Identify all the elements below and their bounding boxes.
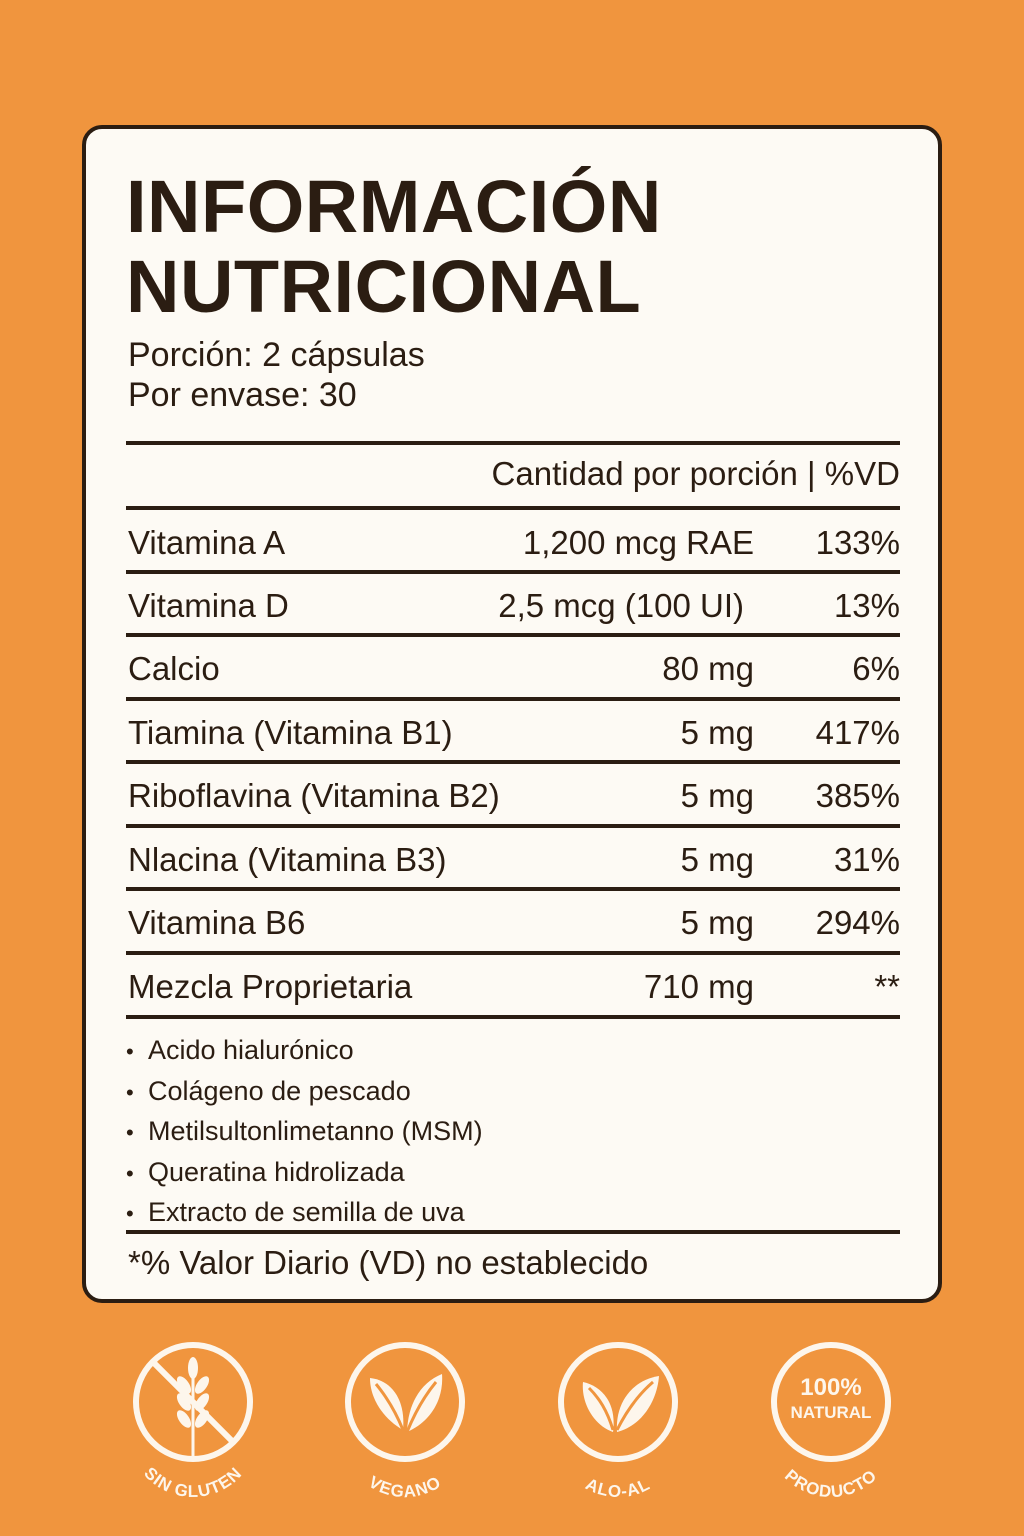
nutrient-row: Nlacina (Vitamina B3) 5 mg 31% — [126, 836, 900, 884]
nutrient-amount: 80 mg — [662, 650, 754, 687]
natural-seal-icon: 100% NATURAL PRODUCTO — [771, 1342, 891, 1500]
serving-info: Porción: 2 cápsulas Por envase: 30 — [128, 335, 425, 415]
blend-ingredient-list: Acido hialurónico Colágeno de pescado Me… — [126, 1031, 483, 1234]
nutrition-facts-panel: INFORMACIÓN NUTRICIONAL Porción: 2 cápsu… — [82, 125, 942, 1303]
column-header: Cantidad por porción | %VD — [491, 455, 900, 492]
divider — [126, 506, 900, 510]
divider — [126, 760, 900, 764]
servings-per-container: Por envase: 30 — [128, 376, 357, 414]
nutrient-row: Calcio 80 mg 6% — [126, 645, 900, 693]
ingredient-item: Acido hialurónico — [126, 1031, 483, 1072]
nutrient-name: Vitamina D — [128, 587, 289, 624]
nutrient-row: Riboflavina (Vitamina B2) 5 mg 385% — [126, 772, 900, 820]
nutrient-row: Tiamina (Vitamina B1) 5 mg 417% — [126, 709, 900, 757]
no-gluten-wheat-icon: SIN GLUTEN — [133, 1342, 253, 1500]
vegan-leaves-icon: VEGANO — [345, 1342, 465, 1500]
divider — [126, 951, 900, 955]
nutrient-name: Tiamina (Vitamina B1) — [128, 714, 453, 751]
nutrient-name: Vitamina B6 — [128, 904, 306, 941]
nutrient-row: Mezcla Proprietaria 710 mg ** — [126, 963, 900, 1011]
badge-alo-al: ALO-AL — [543, 1340, 693, 1500]
divider — [126, 570, 900, 574]
nutrient-amount: 5 mg — [680, 714, 754, 751]
nutrient-dv: 13% — [833, 587, 900, 624]
serving-size: Porción: 2 cápsulas — [128, 336, 425, 374]
nutrient-row: Vitamina B6 5 mg 294% — [126, 899, 900, 947]
ingredient-item: Queratina hidrolizada — [126, 1153, 483, 1194]
badge-gluten-free: SIN GLUTEN — [118, 1340, 268, 1500]
nutrient-dv: 6% — [852, 650, 900, 687]
svg-text:ALO-AL: ALO-AL — [583, 1474, 654, 1500]
nutrient-amount: 2,5 mcg (100 UI) — [498, 587, 744, 624]
daily-value-footnote: *% Valor Diario (VD) no establecido — [128, 1244, 649, 1281]
nutrient-amount: 5 mg — [680, 904, 754, 941]
svg-text:100%: 100% — [800, 1374, 861, 1401]
ingredient-item: Metilsultonlimetanno (MSM) — [126, 1112, 483, 1153]
nutrient-dv: ** — [874, 968, 900, 1005]
nutrient-dv: 133% — [815, 524, 900, 561]
nutrient-amount: 1,200 mcg RAE — [522, 524, 754, 561]
nutrient-name: Riboflavina (Vitamina B2) — [128, 777, 500, 814]
divider — [126, 1230, 900, 1234]
svg-text:NATURAL: NATURAL — [791, 1403, 872, 1422]
nutrient-dv: 385% — [815, 777, 900, 814]
nutrient-dv: 294% — [815, 904, 900, 941]
nutrient-name: Calcio — [128, 650, 220, 687]
ingredient-item: Colágeno de pescado — [126, 1072, 483, 1113]
divider — [126, 441, 900, 445]
nutrient-dv: 31% — [833, 841, 900, 878]
title-line-2: NUTRICIONAL — [126, 245, 642, 328]
nutrient-amount: 710 mg — [643, 968, 754, 1005]
nutrient-name: Nlacina (Vitamina B3) — [128, 841, 447, 878]
nutrient-amount: 5 mg — [680, 777, 754, 814]
nutrient-amount: 5 mg — [680, 841, 754, 878]
nutrient-name: Mezcla Proprietaria — [128, 968, 413, 1005]
divider — [126, 824, 900, 828]
svg-text:PRODUCTO: PRODUCTO — [781, 1466, 881, 1500]
badge-row: SIN GLUTEN VEGANO — [0, 1340, 1024, 1510]
title-line-1: INFORMACIÓN — [126, 165, 662, 248]
label-title: INFORMACIÓN NUTRICIONAL — [126, 167, 662, 327]
svg-text:SIN GLUTEN: SIN GLUTEN — [140, 1463, 245, 1500]
nutrient-row: Vitamina A 1,200 mcg RAE 133% — [126, 519, 900, 567]
divider — [126, 1015, 900, 1019]
leaves-icon: ALO-AL — [558, 1342, 678, 1500]
nutrient-dv: 417% — [815, 714, 900, 751]
badge-vegan: VEGANO — [330, 1340, 480, 1500]
nutrient-row: Vitamina D 2,5 mcg (100 UI) 13% — [126, 582, 900, 630]
badge-natural: 100% NATURAL PRODUCTO — [756, 1340, 906, 1500]
divider — [126, 697, 900, 701]
ingredient-item: Extracto de semilla de uva — [126, 1193, 483, 1234]
divider — [126, 633, 900, 637]
divider — [126, 887, 900, 891]
svg-text:VEGANO: VEGANO — [365, 1472, 444, 1500]
nutrient-name: Vitamina A — [128, 524, 286, 561]
